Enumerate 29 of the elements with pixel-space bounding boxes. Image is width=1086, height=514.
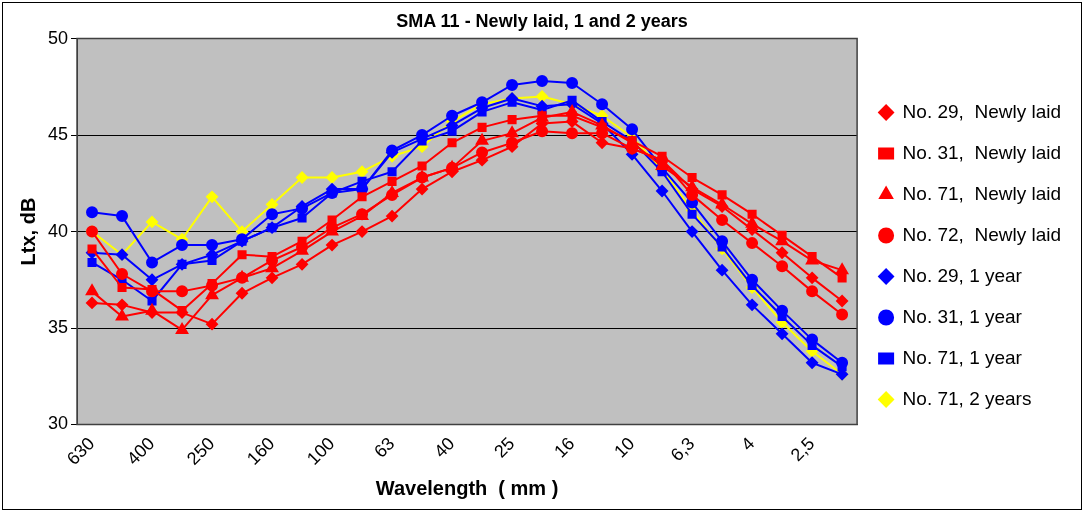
x-tick-label: 100	[303, 433, 339, 469]
chart-title: SMA 11 - Newly laid, 1 and 2 years	[396, 10, 688, 31]
y-tick-label: 40	[47, 220, 69, 241]
x-tick-label: 40	[430, 433, 459, 462]
legend-label: No. 71, 2 years	[902, 387, 1032, 409]
x-tick-label: 2,5	[786, 433, 819, 466]
y-tick-label: 50	[47, 27, 69, 48]
legend-label: No. 29, Newly laid	[902, 100, 1061, 122]
x-tick-label: 25	[490, 433, 519, 462]
legend-label: No. 71, Newly laid	[902, 182, 1061, 204]
x-tick-label: 16	[550, 433, 579, 462]
y-axis-title: Ltx, dB	[16, 197, 39, 266]
x-tick-label: 400	[122, 433, 159, 469]
y-tick-label: 30	[47, 413, 69, 434]
x-axis-title: Wavelength ( mm )	[375, 476, 559, 499]
legend-label: No. 29, 1 year	[902, 264, 1023, 286]
legend-label: No. 72, Newly laid	[902, 223, 1061, 245]
y-tick-label: 35	[47, 316, 69, 337]
legend-label: No. 31, 1 year	[902, 305, 1023, 327]
x-tick-label: 250	[182, 433, 219, 469]
x-tick-label: 160	[242, 433, 279, 469]
x-tick-label: 4	[737, 433, 759, 455]
legend-label: No. 31, Newly laid	[902, 141, 1061, 163]
x-tick-label: 10	[610, 433, 639, 462]
legend-label: No. 71, 1 year	[902, 346, 1023, 368]
x-tick-label: 63	[370, 433, 399, 462]
x-tick-label: 630	[62, 433, 99, 469]
x-tick-label: 6,3	[666, 433, 699, 466]
y-tick-label: 45	[47, 124, 69, 145]
